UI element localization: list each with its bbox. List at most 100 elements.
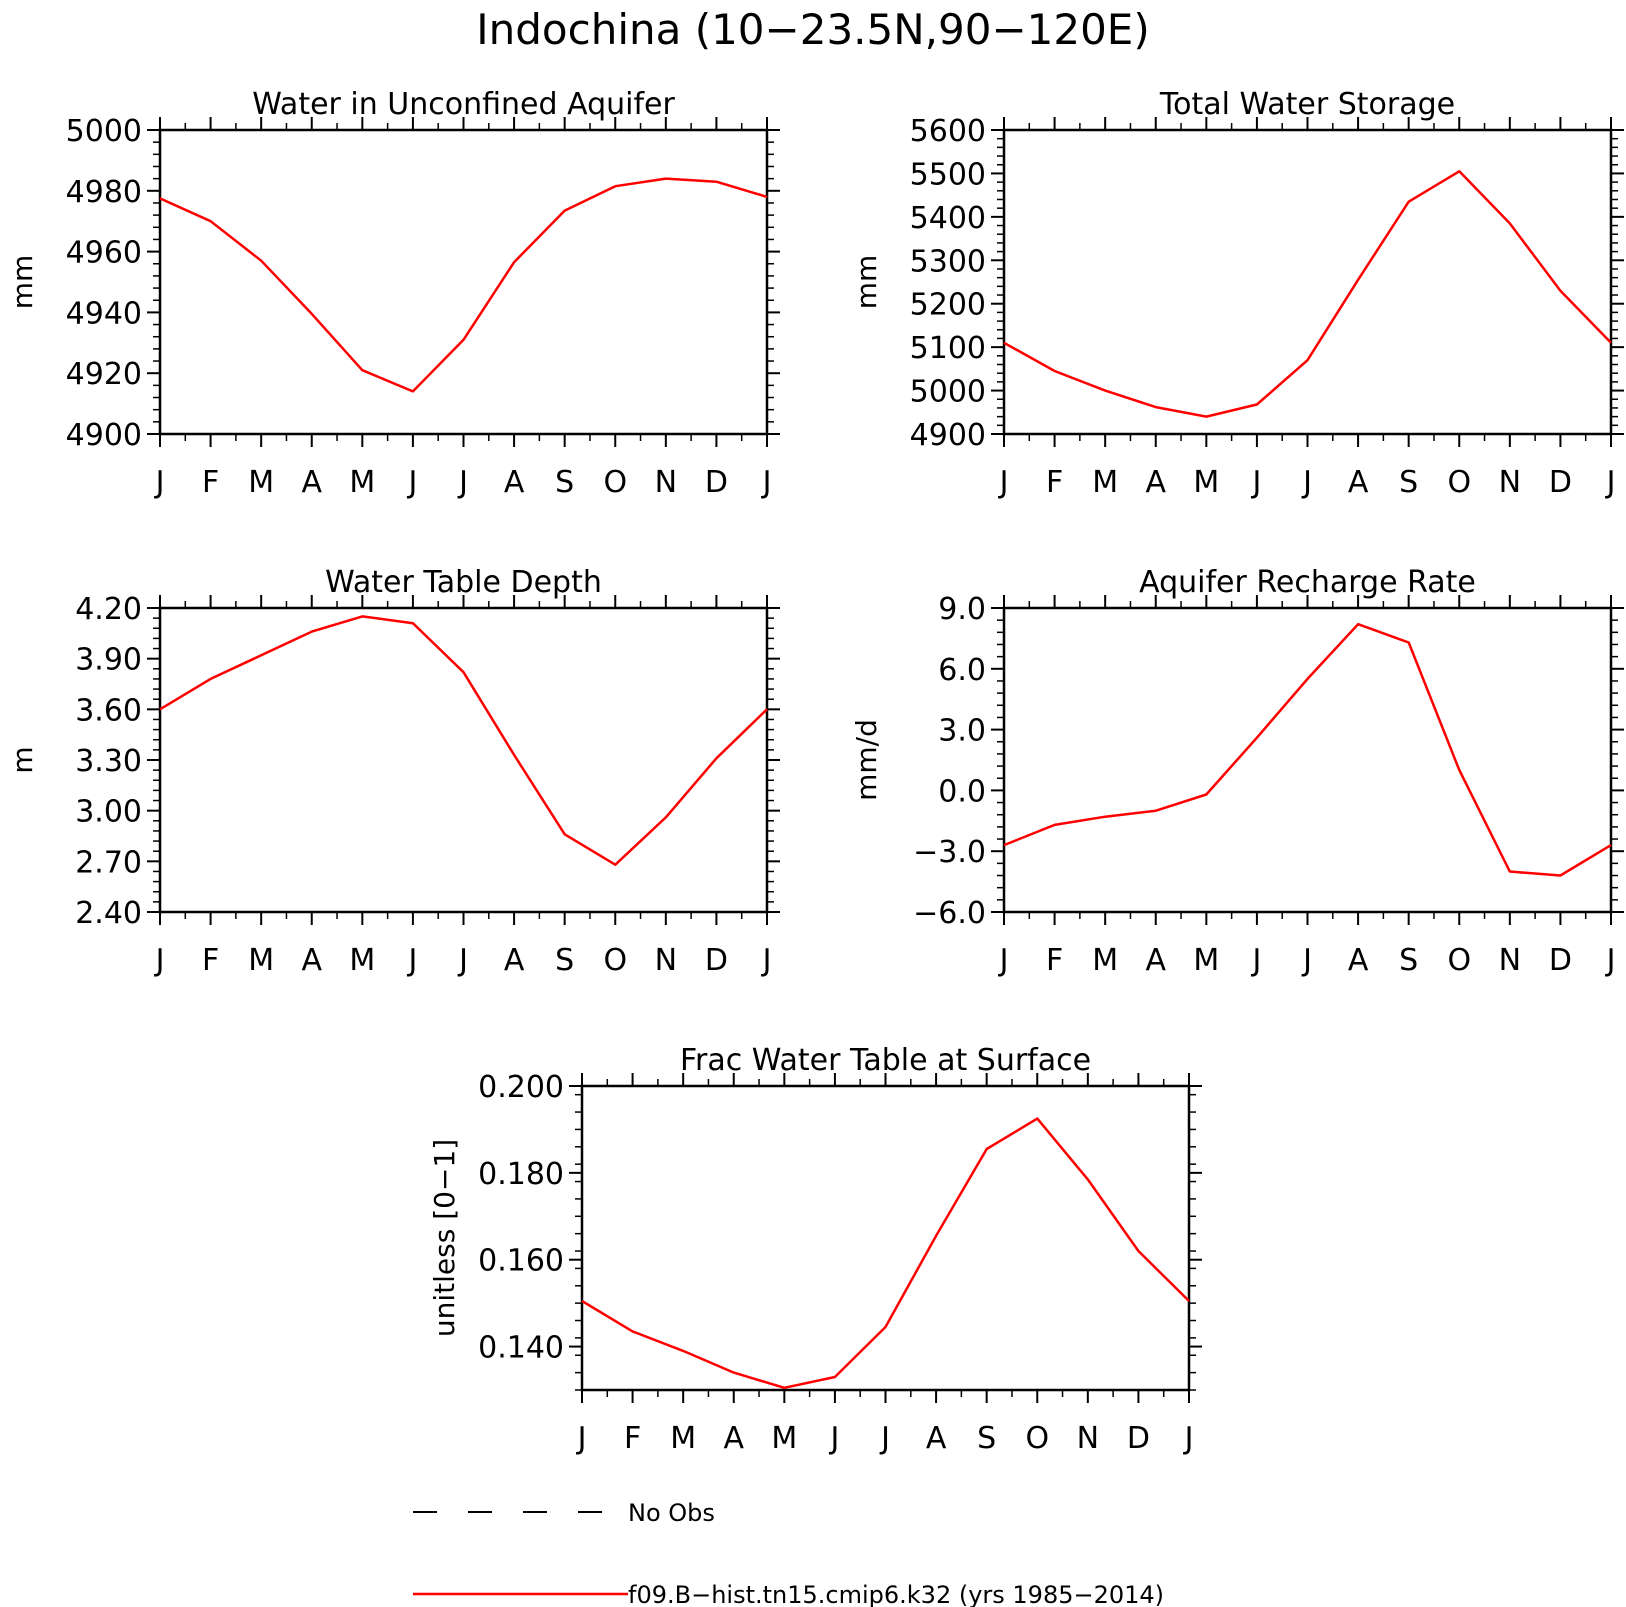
x-tick-label: O <box>1025 1421 1049 1456</box>
plot-frame <box>158 128 769 436</box>
y-tick-label: 3.60 <box>75 693 142 728</box>
series-line <box>1003 170 1612 418</box>
x-tick-label: O <box>603 465 627 500</box>
y-tick-label: 0.140 <box>478 1331 564 1366</box>
x-tick-label: A <box>504 943 525 978</box>
y-axis-label: mm/d <box>850 719 883 801</box>
y-tick-label: 2.70 <box>75 845 142 880</box>
y-tick-label: 6.0 <box>938 653 986 688</box>
y-tick-label: 3.90 <box>75 643 142 678</box>
y-tick-label: 5600 <box>910 114 986 149</box>
x-tick-label: A <box>926 1421 947 1456</box>
y-axis-label: mm <box>6 255 39 310</box>
x-tick-label: D <box>705 943 728 978</box>
legend-label-no-obs: No Obs <box>628 1499 715 1527</box>
x-tick-label: J <box>998 943 1009 978</box>
panel-title: Water Table Depth <box>325 565 602 600</box>
x-tick-label: J <box>998 465 1009 500</box>
panel-total-water-storage: J F M A M J J A S O N D J490050005100520053005400550… <box>850 87 1624 500</box>
x-tick-label: J <box>761 943 772 978</box>
x-tick-label: F <box>1046 943 1063 978</box>
x-tick-label: F <box>202 465 219 500</box>
x-tick-label: J <box>1250 465 1261 500</box>
x-tick-label: S <box>1399 465 1418 500</box>
x-tick-label: D <box>1549 943 1572 978</box>
y-axis-label: m <box>6 746 39 773</box>
y-tick-label: 5500 <box>910 157 986 192</box>
y-tick-label: 5000 <box>66 114 142 149</box>
y-tick-label: 0.200 <box>478 1070 564 1105</box>
y-tick-label: 4960 <box>66 236 142 271</box>
plot-frame <box>1002 128 1613 436</box>
x-tick-label: J <box>828 1421 839 1456</box>
x-tick-label: J <box>1605 465 1616 500</box>
x-tick-label: A <box>301 465 322 500</box>
y-axis-label: unitless [0−1] <box>428 1139 461 1337</box>
panel-water-in-unconfined-aquifer: J F M A M J J A S O N D J490049204940496049805000mmW… <box>6 87 780 500</box>
x-tick-label: M <box>248 943 274 978</box>
x-tick-label: M <box>349 465 375 500</box>
panel-title: Total Water Storage <box>1159 87 1455 122</box>
x-tick-label: J <box>406 465 417 500</box>
panel-title: Aquifer Recharge Rate <box>1139 565 1476 600</box>
series-line <box>159 615 768 866</box>
figure-title: Indochina (10−23.5N,90−120E) <box>476 5 1149 54</box>
x-tick-label: J <box>406 943 417 978</box>
x-tick-label: M <box>1193 465 1219 500</box>
x-tick-label: S <box>1399 943 1418 978</box>
y-tick-label: 5200 <box>910 288 986 323</box>
y-tick-label: 5000 <box>910 375 986 410</box>
legend-label-model: f09.B−hist.tn15.cmip6.k32 (yrs 1985−2014… <box>628 1581 1164 1607</box>
y-tick-label: 4940 <box>66 296 142 331</box>
legend: No Obs f09.B−hist.tn15.cmip6.k32 (yrs 19… <box>413 1499 1164 1607</box>
x-tick-label: J <box>457 943 468 978</box>
x-tick-label: N <box>655 465 677 500</box>
x-tick-label: S <box>555 943 574 978</box>
x-tick-label: A <box>504 465 525 500</box>
x-tick-label: A <box>301 943 322 978</box>
x-tick-label: A <box>1348 943 1369 978</box>
x-tick-label: D <box>705 465 728 500</box>
x-tick-label: N <box>655 943 677 978</box>
x-tick-label: J <box>1183 1421 1194 1456</box>
plot-frame <box>1002 606 1613 914</box>
plot-frame <box>580 1084 1191 1392</box>
y-tick-label: 5100 <box>910 331 986 366</box>
panel-frac-water-table-at-surface: J F M A M J J A S O N D J0.1400.1600.1800.200unitles… <box>428 1043 1202 1456</box>
x-tick-label: J <box>1301 465 1312 500</box>
panel-title: Water in Unconfined Aquifer <box>252 87 675 122</box>
y-tick-label: 5300 <box>910 244 986 279</box>
y-tick-label: 4900 <box>66 418 142 453</box>
x-tick-label: N <box>1499 943 1521 978</box>
x-tick-label: N <box>1077 1421 1099 1456</box>
x-tick-label: J <box>457 465 468 500</box>
x-tick-label: M <box>1092 465 1118 500</box>
x-tick-label: M <box>349 943 375 978</box>
y-tick-label: 3.00 <box>75 795 142 830</box>
x-tick-label: O <box>1447 465 1471 500</box>
x-tick-label: A <box>1348 465 1369 500</box>
y-tick-label: 5400 <box>910 201 986 236</box>
y-tick-label: −3.0 <box>913 835 986 870</box>
x-tick-label: F <box>624 1421 641 1456</box>
series-line <box>581 1117 1190 1390</box>
x-tick-label: S <box>555 465 574 500</box>
y-tick-label: 3.0 <box>938 714 986 749</box>
x-tick-label: D <box>1549 465 1572 500</box>
plot-frame <box>158 606 769 914</box>
y-tick-label: 4900 <box>910 418 986 453</box>
x-tick-label: M <box>1193 943 1219 978</box>
x-tick-label: J <box>1301 943 1312 978</box>
x-tick-label: A <box>1145 943 1166 978</box>
x-tick-label: M <box>248 465 274 500</box>
x-tick-label: J <box>1250 943 1261 978</box>
y-tick-label: 4980 <box>66 175 142 210</box>
panel-water-table-depth: J F M A M J J A S O N D J2.402.703.003.303.603.904.2… <box>6 565 780 978</box>
series-line <box>1003 622 1612 877</box>
x-tick-label: O <box>1447 943 1471 978</box>
x-tick-label: M <box>771 1421 797 1456</box>
y-axis-label: mm <box>850 255 883 310</box>
x-tick-label: M <box>670 1421 696 1456</box>
x-tick-label: S <box>977 1421 996 1456</box>
